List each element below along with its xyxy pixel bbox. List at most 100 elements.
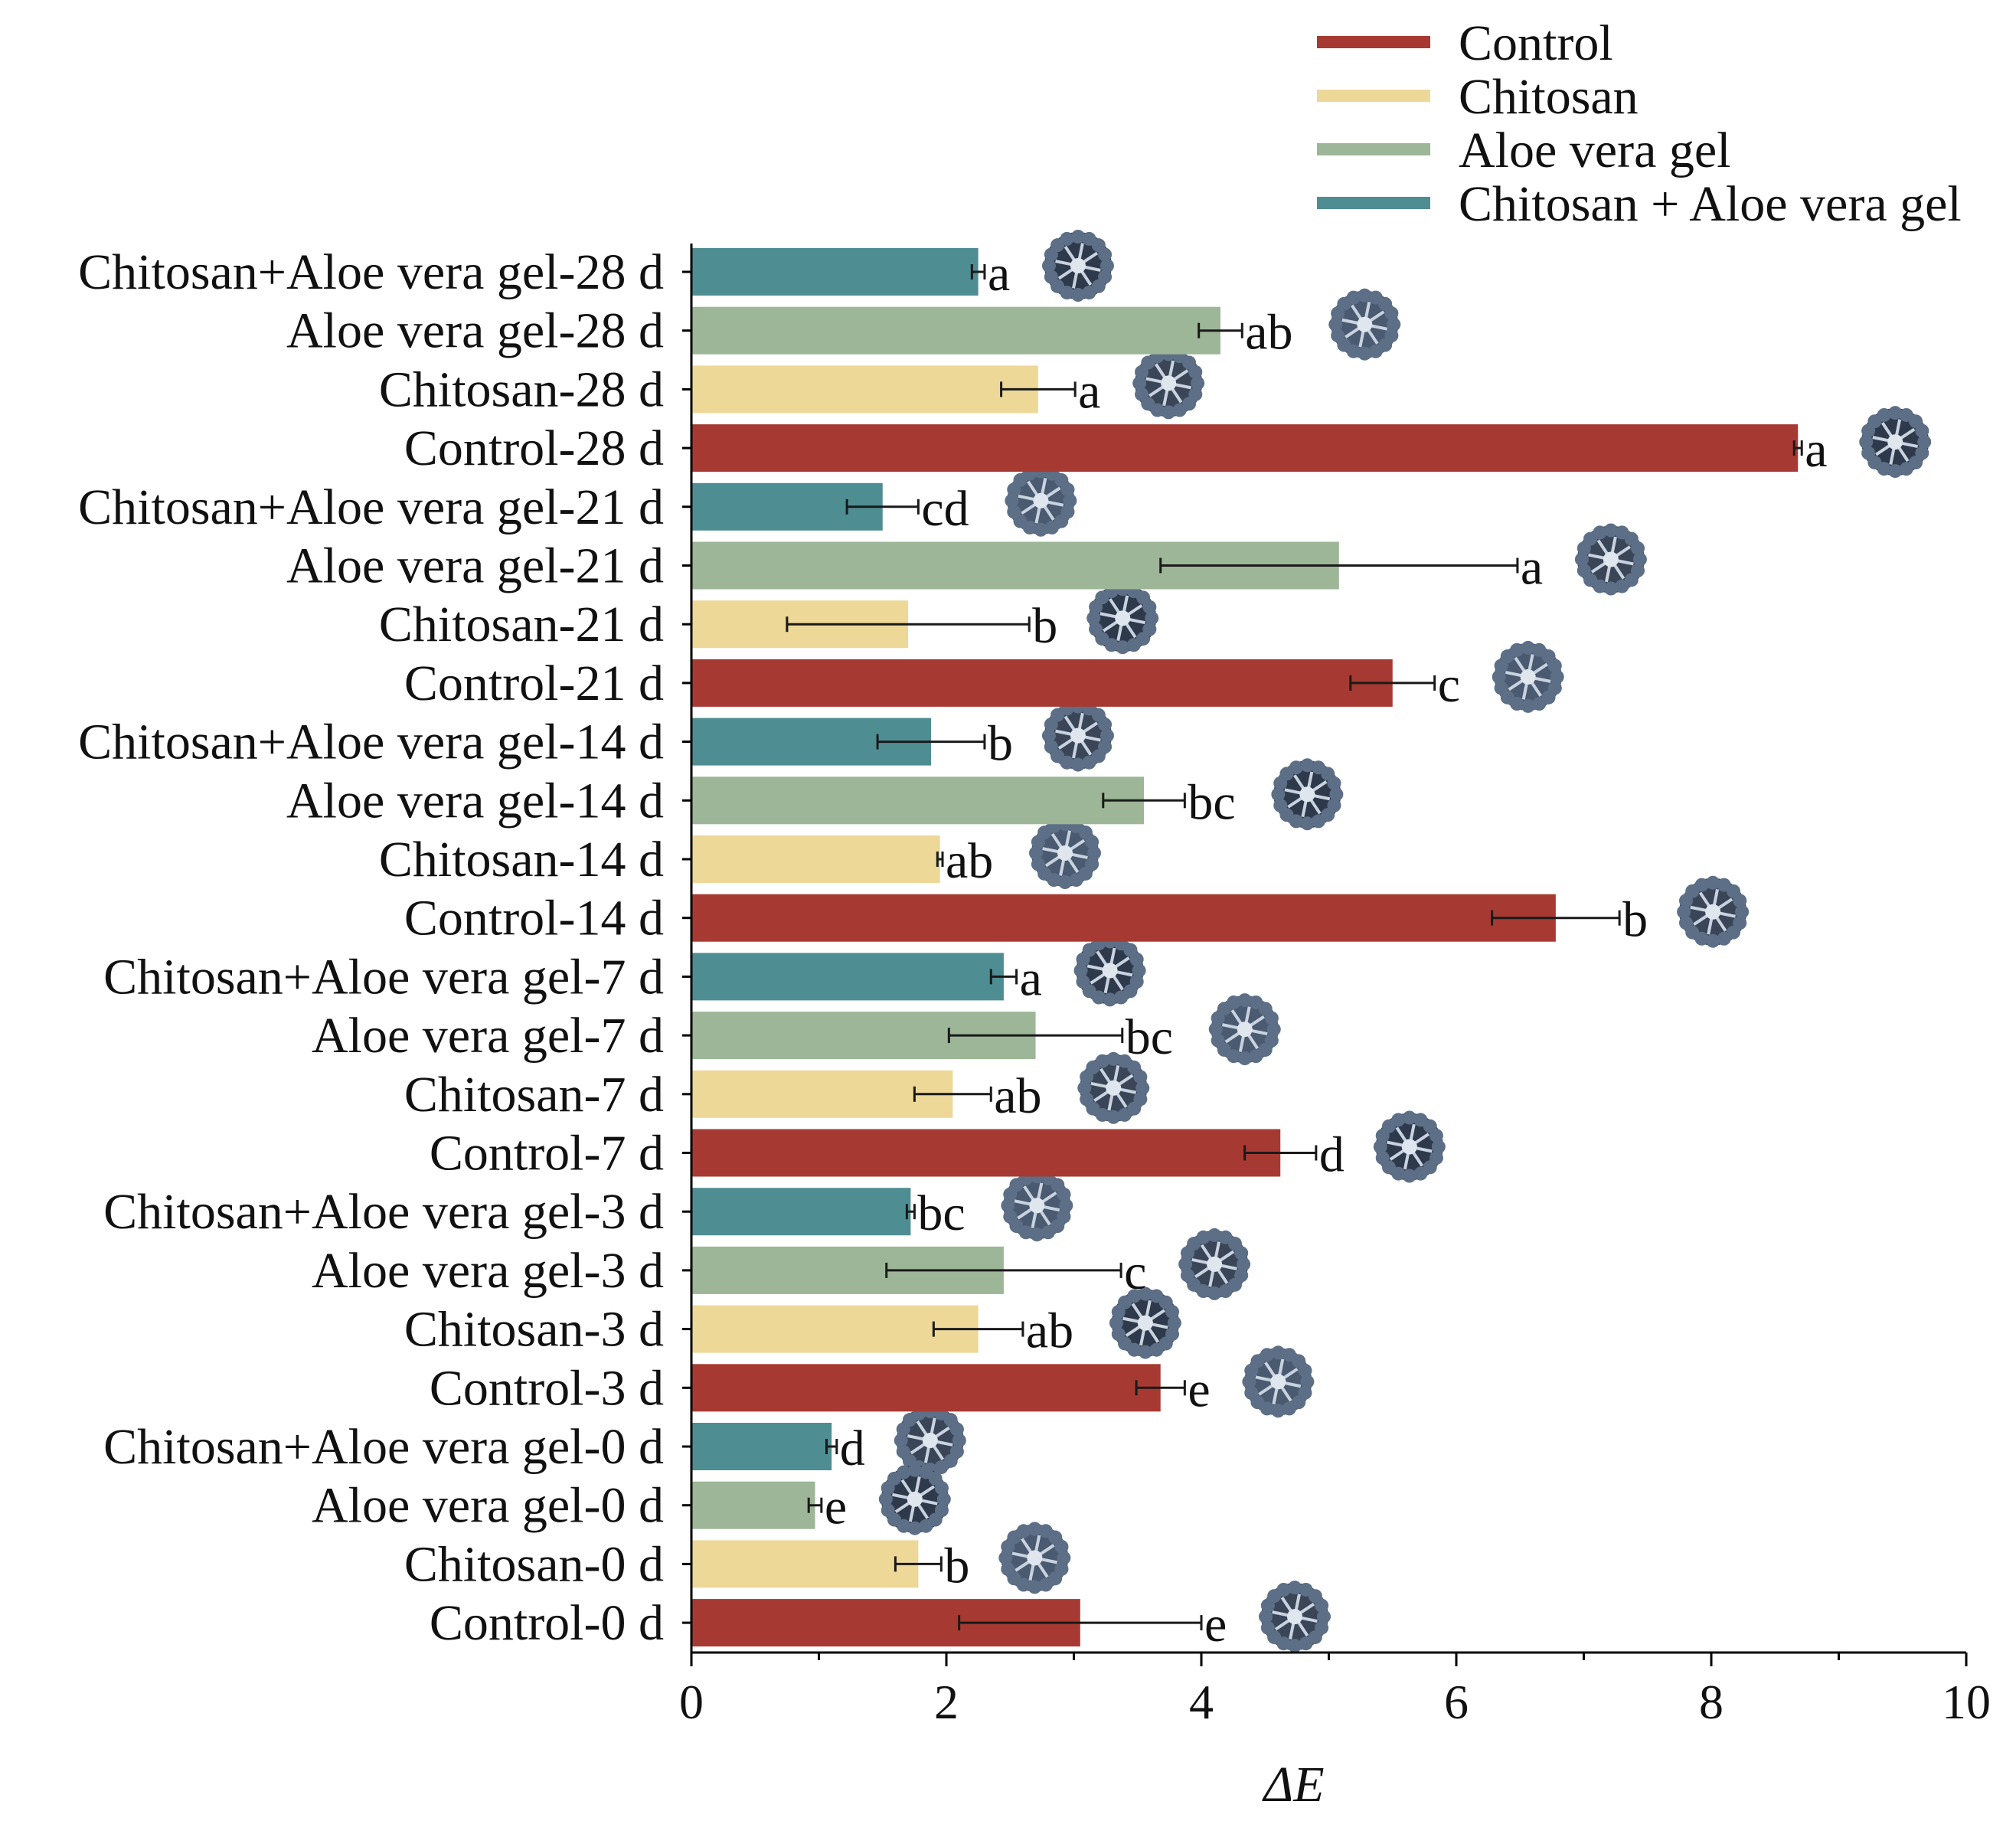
flower-image-petal [1331, 329, 1345, 343]
flower-image-center [1887, 434, 1903, 450]
flower-image-petal [1317, 1610, 1331, 1624]
legend-swatch [1317, 197, 1430, 209]
x-tick-label: 6 [1444, 1675, 1469, 1729]
flower-image-petal [1706, 875, 1720, 890]
significance-label: c [1438, 657, 1460, 713]
category-label: Aloe vera gel-3 d [312, 1243, 664, 1299]
error-bar [1491, 910, 1621, 926]
flower-image-center [1070, 258, 1086, 273]
flower-image-petal [1237, 993, 1252, 1008]
x-axis-title: ΔE [1261, 1757, 1324, 1813]
bar [691, 1423, 832, 1470]
category-label: Chitosan-28 d [379, 361, 664, 417]
flower-image-center [1027, 1550, 1043, 1566]
flower-image-petal [1188, 365, 1203, 379]
x-tick-label: 0 [679, 1675, 704, 1729]
flower-image-petal [1211, 1033, 1225, 1048]
significance-label: ab [994, 1068, 1041, 1124]
significance-label: e [1204, 1597, 1227, 1653]
flower-image [1271, 758, 1344, 831]
flower-image-petal [1057, 1187, 1071, 1201]
legend-swatch [1317, 36, 1430, 48]
category-label: Chitosan-7 d [404, 1067, 664, 1123]
flower-image-petal [1521, 698, 1535, 713]
flower-image-center [1237, 1022, 1253, 1038]
flower-image-petal [1116, 640, 1130, 655]
flower-image [1492, 640, 1564, 713]
flower-image-petal [1034, 522, 1048, 537]
bar [691, 1540, 919, 1588]
error-bar [807, 1497, 823, 1513]
flower-image-petal [1070, 230, 1085, 244]
flower-image-petal [1329, 787, 1344, 802]
bar [691, 1364, 1161, 1412]
category-label: Chitosan-21 d [379, 597, 664, 652]
error-bar [970, 264, 986, 280]
flower-image-petal [1103, 992, 1117, 1007]
flower-image-petal [1060, 482, 1075, 497]
flower-image-center [922, 1433, 938, 1448]
flower-image-petal [1095, 1054, 1109, 1068]
flower-image-petal [998, 1551, 1013, 1565]
flower-image-petal [907, 1521, 922, 1535]
flower-image-center [1603, 551, 1619, 567]
flower-image-petal [1282, 1401, 1296, 1416]
flower-image-petal [1069, 873, 1083, 888]
bar [691, 1481, 815, 1529]
legend-label: Chitosan + Aloe vera gel [1459, 176, 1962, 232]
flower-image [1077, 1051, 1150, 1124]
flower-image-petal [1087, 846, 1102, 860]
flower-image-petal [1574, 552, 1589, 567]
flower-image-petal [1142, 600, 1157, 614]
flower-image [1029, 817, 1102, 889]
flower-image-petal [1127, 1289, 1142, 1303]
flower-image-petal [1117, 1107, 1132, 1122]
flower-image-petal [881, 1503, 895, 1518]
flower-image-petal [1165, 1305, 1180, 1319]
flower-image [1041, 230, 1114, 302]
flower-image-petal [1178, 1257, 1193, 1271]
flower-image-petal [919, 1519, 933, 1533]
flower-image-petal [1289, 760, 1303, 775]
flower-image-petal [1005, 493, 1019, 508]
flower-image-petal [1358, 288, 1372, 302]
flower-image-petal [1016, 1524, 1031, 1538]
flower-image-petal [1327, 776, 1341, 790]
flower-image-petal [1145, 611, 1159, 626]
flower-image-petal [1054, 1539, 1069, 1554]
flower-image-petal [1207, 1286, 1222, 1300]
flower-image-petal [1264, 1011, 1279, 1025]
flower-image-petal [1044, 740, 1058, 754]
flower-image [1109, 1286, 1181, 1359]
flower-image-petal [952, 1434, 966, 1447]
significance-label: e [825, 1479, 847, 1535]
flower-image-petal [1041, 728, 1056, 743]
significance-label: cd [921, 481, 969, 537]
flower-image [1086, 582, 1159, 655]
flower-image-petal [1003, 1209, 1018, 1224]
category-label: Control-0 d [430, 1595, 664, 1651]
flower-image-petal [1129, 952, 1144, 966]
error-bar [932, 1321, 1024, 1337]
flower-image-center [1357, 316, 1373, 332]
flower-image-center [1029, 1198, 1045, 1214]
flower-image-petal [1677, 904, 1691, 919]
flower-image-center [1137, 1315, 1153, 1331]
bar [691, 1129, 1281, 1177]
flower-image-petal [1259, 1610, 1273, 1624]
flower-image-petal [1077, 1081, 1092, 1095]
flower-image-petal [1706, 933, 1720, 948]
flower-image-petal [1237, 1051, 1252, 1066]
flower-image-petal [1346, 290, 1361, 305]
bar [691, 424, 1799, 472]
flower-image-petal [1098, 247, 1113, 262]
significance-label: bc [917, 1185, 965, 1241]
significance-label: ab [1026, 1303, 1073, 1359]
flower-image-petal [1298, 1363, 1312, 1378]
category-label: Control-3 d [430, 1360, 664, 1416]
flower-image-petal [1135, 387, 1149, 401]
flower-image-petal [1888, 464, 1903, 479]
flower-image-petal [1001, 1198, 1015, 1213]
